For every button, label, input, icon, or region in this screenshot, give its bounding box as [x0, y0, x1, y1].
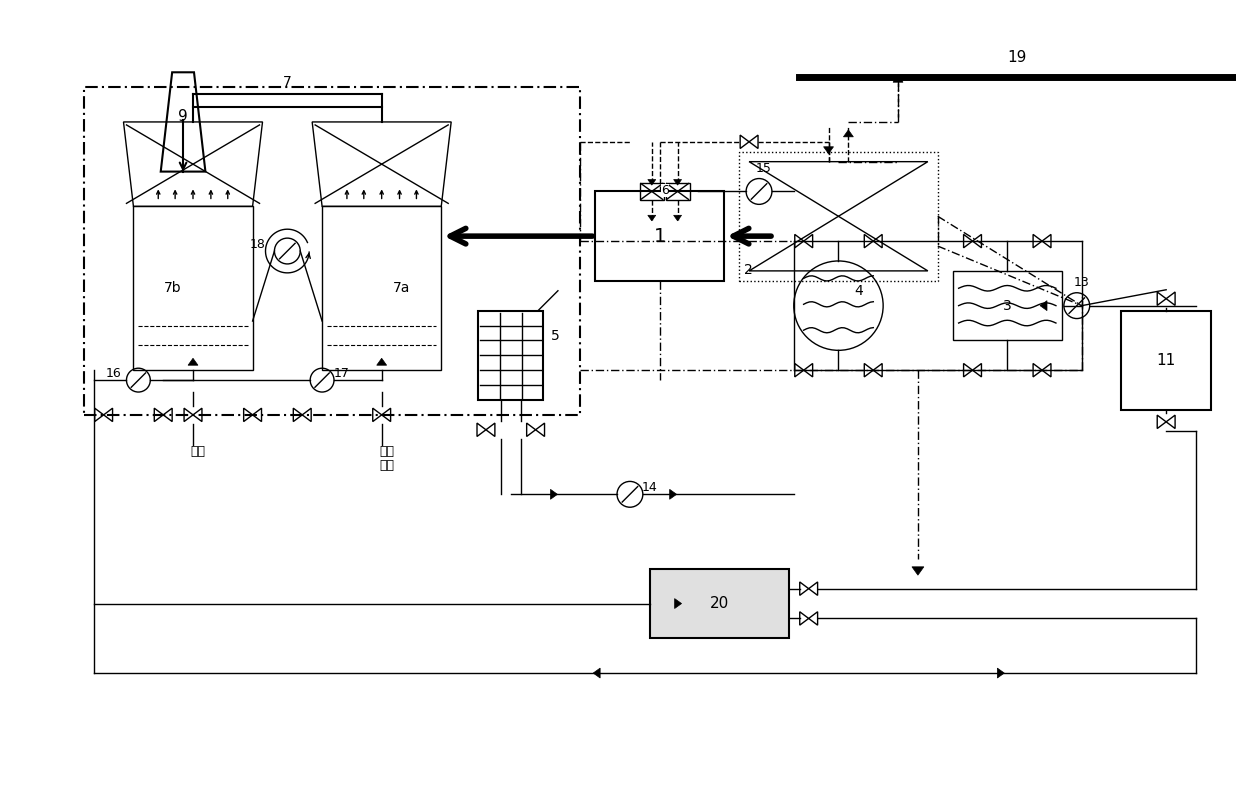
Text: 17: 17 — [334, 367, 350, 380]
Text: 处理: 处理 — [379, 460, 394, 472]
Bar — [134, 207, 253, 370]
Text: 9: 9 — [179, 110, 188, 125]
Polygon shape — [670, 490, 677, 499]
Text: 11: 11 — [1157, 353, 1176, 368]
Polygon shape — [647, 215, 656, 221]
Polygon shape — [1040, 301, 1047, 311]
Polygon shape — [997, 668, 1004, 678]
Text: 20: 20 — [709, 596, 729, 611]
Polygon shape — [911, 567, 924, 575]
Text: 浆液: 浆液 — [379, 444, 394, 458]
Bar — [952, 271, 1061, 340]
Text: 1: 1 — [653, 227, 666, 246]
Text: 16: 16 — [105, 367, 122, 380]
Polygon shape — [188, 359, 198, 365]
Text: 7b: 7b — [165, 281, 182, 295]
Text: 13: 13 — [1074, 276, 1090, 289]
Polygon shape — [673, 215, 682, 221]
Polygon shape — [673, 180, 682, 185]
Bar — [595, 192, 724, 281]
Bar — [322, 207, 441, 370]
Text: 6: 6 — [661, 184, 668, 197]
Polygon shape — [647, 180, 656, 185]
Text: 7a: 7a — [393, 281, 410, 295]
Polygon shape — [377, 359, 387, 365]
Polygon shape — [823, 147, 833, 153]
Polygon shape — [551, 490, 558, 499]
Polygon shape — [675, 599, 682, 608]
Text: 3: 3 — [1003, 299, 1012, 312]
Text: 19: 19 — [1008, 50, 1027, 65]
Bar — [666, 183, 689, 200]
Text: 15: 15 — [756, 161, 773, 175]
Bar — [640, 183, 663, 200]
Polygon shape — [843, 130, 853, 137]
Text: 4: 4 — [854, 284, 863, 298]
Text: 7: 7 — [283, 76, 291, 89]
Polygon shape — [893, 76, 903, 82]
Text: 补水: 补水 — [191, 444, 206, 458]
Text: 2: 2 — [744, 263, 753, 277]
Bar — [650, 568, 789, 638]
Polygon shape — [593, 668, 600, 678]
Bar — [479, 311, 543, 400]
Text: 18: 18 — [249, 238, 265, 251]
Text: 5: 5 — [551, 329, 559, 343]
Bar — [739, 152, 937, 281]
Text: 14: 14 — [642, 481, 657, 494]
Bar — [1121, 311, 1210, 410]
